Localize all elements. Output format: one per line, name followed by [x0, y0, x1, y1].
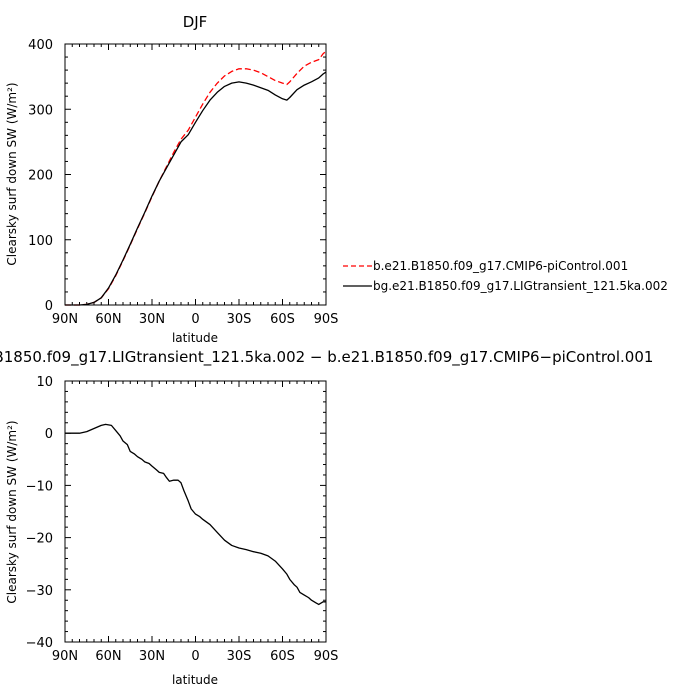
top-chart-y-ticks: 0 100 200 300 400	[28, 38, 326, 314]
top-chart-x-ticks: 90N 60N 30N 0 30S 60S 90S	[52, 44, 339, 327]
bottom-chart-series	[65, 423, 326, 606]
bottom-chart-x-tick-label: 30S	[227, 649, 252, 664]
bottom-chart-y-tick-label: −20	[26, 532, 53, 547]
bottom-chart-x-tick-label: 90N	[52, 649, 78, 664]
bottom-chart-x-axis-label: latitude	[172, 673, 218, 687]
top-chart-plot-frame	[64, 43, 327, 306]
bottom-chart-y-tick-label: −40	[26, 636, 53, 651]
top-chart-x-tick-label: 30S	[227, 312, 252, 327]
top-chart-series	[65, 50, 327, 306]
bottom-chart-y-axis-label: Clearsky surf down SW (W/m²)	[5, 420, 19, 603]
bottom-chart-x-tick-label: 30N	[139, 649, 165, 664]
top-chart-y-tick-label: 200	[28, 169, 53, 184]
legend-label-picontrol: b.e21.B1850.f09_g17.CMIP6-piControl.001	[373, 259, 628, 273]
bottom-chart-plot-frame	[64, 380, 327, 643]
legend-label-ligtransient: bg.e21.B1850.f09_g17.LIGtransient_121.5k…	[373, 279, 668, 293]
top-chart-x-tick-label: 30N	[139, 312, 165, 327]
bottom-chart-panel: bg.e21.B1850.f09_g17.LIGtransient_121.5k…	[0, 348, 653, 687]
bottom-chart-x-ticks: 90N 60N 30N 0 30S 60S 90S	[52, 381, 339, 664]
top-chart-y-tick-label: 300	[28, 103, 53, 118]
top-chart-series-line-1	[65, 71, 327, 306]
top-chart-x-tick-label: 60N	[95, 312, 121, 327]
bottom-chart-x-tick-label: 60N	[95, 649, 121, 664]
top-chart-y-tick-label: 0	[45, 299, 53, 314]
bottom-chart-title: bg.e21.B1850.f09_g17.LIGtransient_121.5k…	[0, 348, 653, 367]
top-chart-x-axis-label: latitude	[172, 331, 218, 345]
top-chart-legend: b.e21.B1850.f09_g17.CMIP6-piControl.001 …	[343, 259, 668, 293]
bottom-chart-y-tick-label: −30	[26, 584, 53, 599]
top-chart-x-tick-label: 90S	[314, 312, 339, 327]
top-chart-x-tick-label: 60S	[270, 312, 295, 327]
bottom-chart-y-tick-label: −10	[26, 479, 53, 494]
top-chart-series-line-0	[65, 50, 327, 306]
bottom-chart-series-line-0	[65, 423, 326, 606]
top-chart-x-tick-label: 90N	[52, 312, 78, 327]
bottom-chart-x-tick-label: 90S	[314, 649, 339, 664]
top-chart-y-tick-label: 400	[28, 38, 53, 53]
bottom-chart-x-tick-label: 0	[191, 649, 199, 664]
bottom-chart-y-ticks: −40 −30 −20 −10 0 10	[26, 375, 326, 651]
bottom-chart-y-tick-label: 0	[45, 427, 53, 442]
top-chart-y-tick-label: 100	[28, 234, 53, 249]
top-chart-panel: DJF latitude Clearsky surf down SW (W/m²…	[5, 13, 338, 345]
bottom-chart-y-tick-label: 10	[36, 375, 53, 390]
top-chart-x-tick-label: 0	[191, 312, 199, 327]
top-chart-title: DJF	[183, 13, 208, 31]
top-chart-y-axis-label: Clearsky surf down SW (W/m²)	[5, 82, 19, 265]
bottom-chart-x-tick-label: 60S	[270, 649, 295, 664]
